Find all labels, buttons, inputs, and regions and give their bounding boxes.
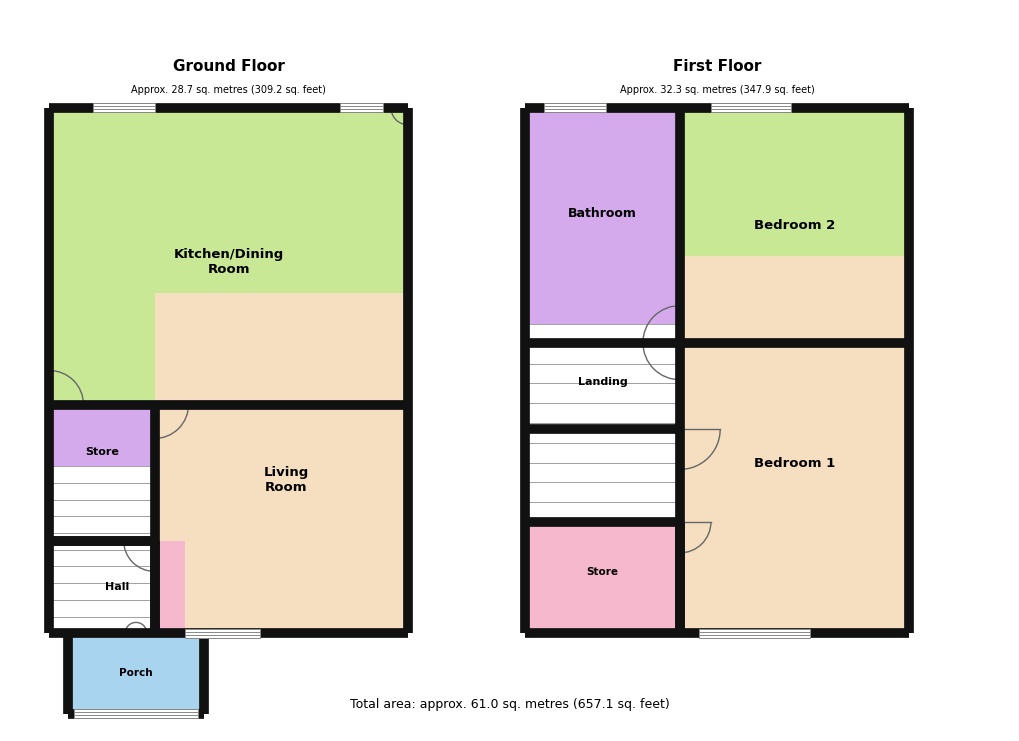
Bar xyxy=(525,364,677,384)
Text: Bedroom 1: Bedroom 1 xyxy=(753,457,835,470)
Text: Approx. 32.3 sq. metres (347.9 sq. feet): Approx. 32.3 sq. metres (347.9 sq. feet) xyxy=(620,85,813,96)
Bar xyxy=(525,443,677,462)
Bar xyxy=(525,482,677,502)
Text: First Floor: First Floor xyxy=(673,59,760,74)
Bar xyxy=(49,516,151,533)
Bar xyxy=(525,502,677,522)
Text: Bedroom 2: Bedroom 2 xyxy=(753,219,835,232)
Bar xyxy=(49,583,151,600)
Bar xyxy=(525,324,677,344)
Text: Kitchen/Dining
Room: Kitchen/Dining Room xyxy=(173,248,283,276)
Bar xyxy=(74,709,198,718)
Bar xyxy=(185,629,260,637)
Text: Living
Room: Living Room xyxy=(264,466,309,494)
Bar xyxy=(49,466,151,483)
Bar xyxy=(525,344,677,364)
Text: Store: Store xyxy=(586,567,619,577)
Text: Total area: approx. 61.0 sq. metres (657.1 sq. feet): Total area: approx. 61.0 sq. metres (657… xyxy=(350,698,669,711)
Bar xyxy=(49,600,151,617)
Bar xyxy=(49,550,151,566)
Bar xyxy=(339,104,383,112)
Text: Bathroom: Bathroom xyxy=(568,207,637,220)
Bar xyxy=(155,293,408,634)
Bar xyxy=(49,405,155,540)
Text: Porch: Porch xyxy=(119,668,153,679)
Bar xyxy=(525,342,680,429)
Bar xyxy=(680,107,908,342)
Bar xyxy=(525,462,677,482)
Bar xyxy=(93,104,155,112)
Bar xyxy=(525,384,677,403)
Bar xyxy=(49,540,185,634)
Bar xyxy=(49,499,151,516)
Bar xyxy=(525,423,677,443)
Bar xyxy=(710,104,791,112)
Bar xyxy=(49,533,151,550)
Bar xyxy=(49,617,151,634)
Text: Store: Store xyxy=(85,447,119,457)
Bar xyxy=(525,403,677,423)
Bar xyxy=(49,566,151,583)
Text: Landing: Landing xyxy=(578,376,627,387)
Text: Approx. 28.7 sq. metres (309.2 sq. feet): Approx. 28.7 sq. metres (309.2 sq. feet) xyxy=(131,85,326,96)
Text: Hall: Hall xyxy=(105,582,129,592)
Text: Ground Floor: Ground Floor xyxy=(172,59,284,74)
Bar xyxy=(525,107,680,342)
Bar xyxy=(698,629,809,637)
Bar xyxy=(49,107,408,405)
Bar xyxy=(49,483,151,499)
Bar xyxy=(680,256,908,634)
Bar xyxy=(525,522,680,634)
Bar xyxy=(68,634,204,714)
Bar xyxy=(543,104,605,112)
